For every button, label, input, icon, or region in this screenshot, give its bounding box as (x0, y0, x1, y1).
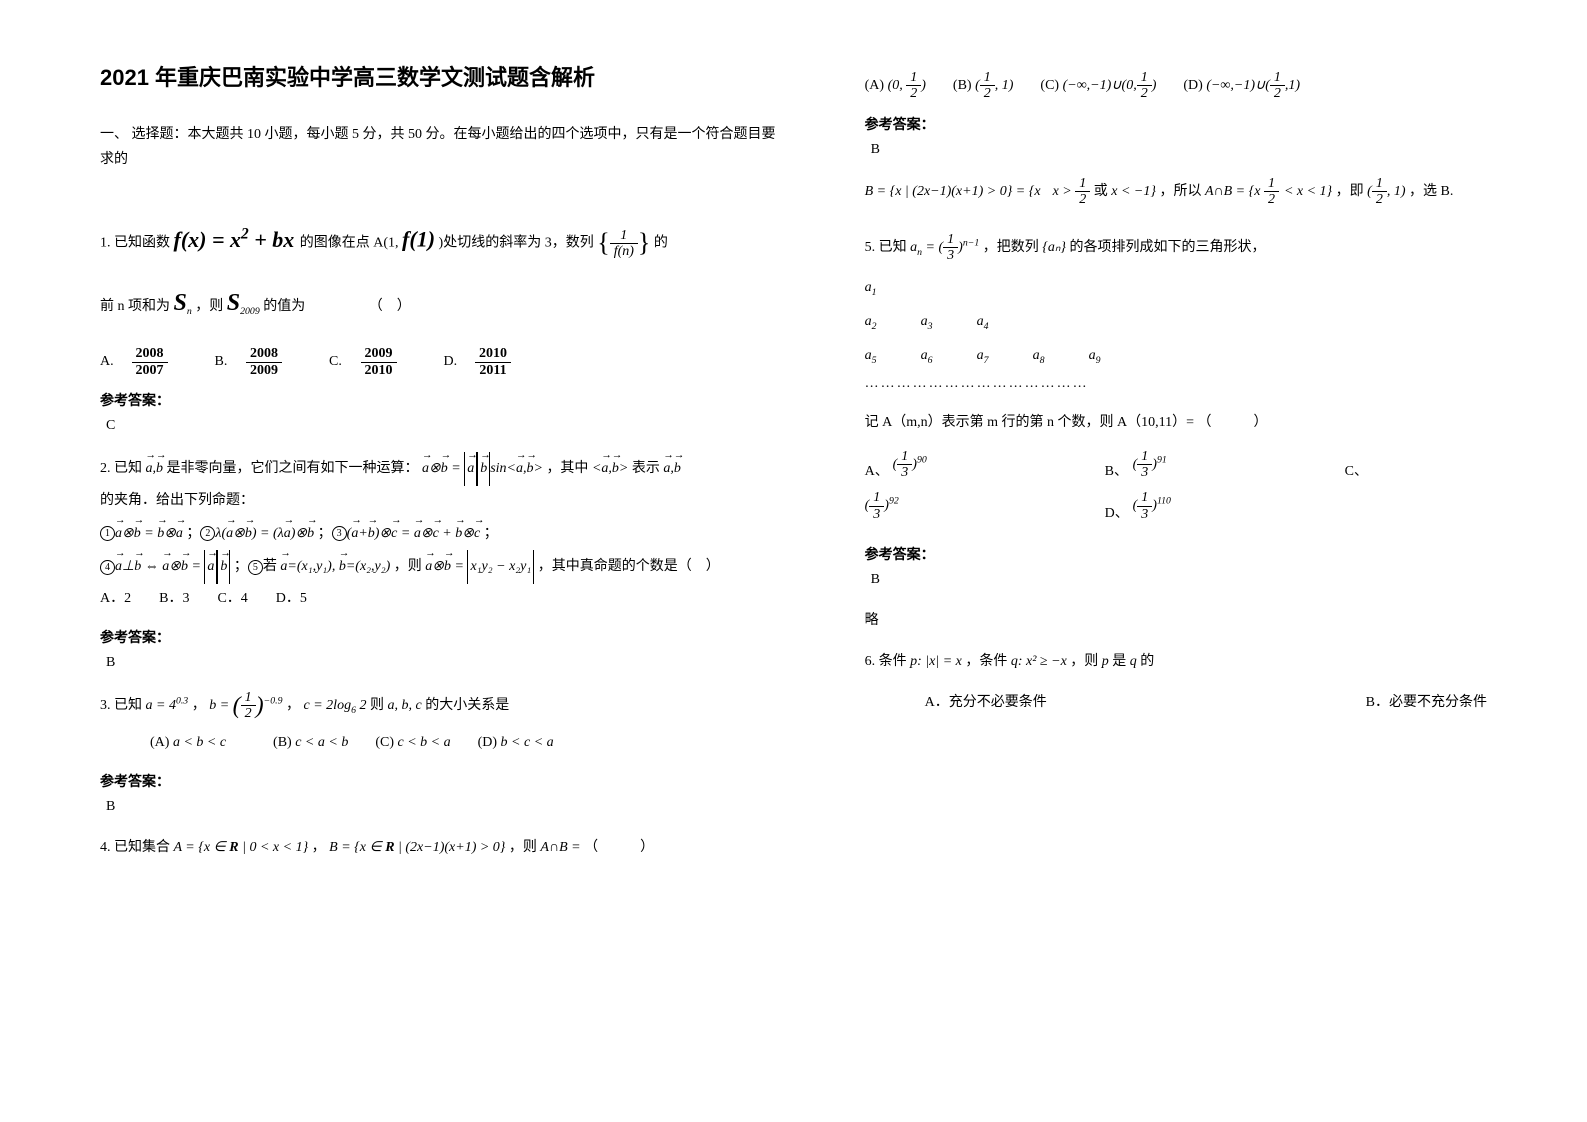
q1-stem-e: 前 n 项和为 (100, 299, 174, 314)
q3-chD: b < c < a (501, 735, 554, 750)
q6-stem-b: ，条件 (965, 654, 1007, 669)
q5-stem-b: ，把数列 (983, 240, 1039, 255)
q1-B-num: 2008 (250, 346, 278, 361)
q5-ans-label: 参考答案： (865, 544, 1487, 564)
q2-stem-a: 2. 已知 (100, 461, 142, 476)
q1-stem-c: )处切线的斜率为 3，数列 (439, 236, 598, 251)
q3-chC: c < b < a (398, 735, 451, 750)
q4-AcapB: A∩B = (540, 840, 580, 855)
q1-C-num: 2009 (365, 346, 393, 361)
q4-options: (A) (0, 12) (B) (12, 1) (C) (−∞,−1)∪(0,1… (865, 70, 1487, 102)
q3-bexp: −0.9 (264, 695, 283, 706)
q1-stem-b: 的图像在点 A(1, (300, 236, 402, 251)
q1-fx: f(x) = x2 + bx (174, 227, 300, 252)
q1-A-lbl: A. (100, 347, 128, 378)
q4-sol-d: ，即 (1336, 184, 1364, 199)
q3-bn: 1 (241, 690, 256, 706)
q2-stem-b: 是非零向量，它们之间有如下一种运算： (167, 461, 419, 476)
q3-ans-label: 参考答案： (100, 771, 785, 791)
q1-S2009: S (227, 290, 240, 316)
q5: 5. 已知 an = (13)n−1 ，把数列 {aₙ} 的各项排列成如下的三角… (865, 232, 1487, 264)
q6: 6. 条件 p: |x| = x ，条件 q: x² ≥ −x ，则 p 是 q… (865, 647, 1487, 678)
q4-paren: （ ） (584, 840, 654, 855)
q5-dots: …………………………………… (865, 376, 1487, 392)
q5-stem-d: 记 A（m,n）表示第 m 行的第 n 个数，则 A（10,11）= （ ） (865, 408, 1487, 439)
q2-choices: A．2 B．3 C．4 D．5 (100, 584, 785, 615)
q4-A: A = {x ∈ R | 0 < x < 1} (174, 840, 309, 855)
q5-stem-c: 的各项排列成如下的三角形状， (1070, 240, 1266, 255)
q3-bd: 2 (241, 706, 256, 721)
q3-chA: a < b < c (173, 735, 226, 750)
q6-chB: B．必要不充分条件 (1366, 688, 1487, 719)
q1-ans: C (106, 418, 785, 434)
q1-rbrace: } (638, 228, 650, 257)
q1-S2009-sub: 2009 (240, 306, 260, 317)
q6-stem-c: ，则 (1070, 654, 1098, 669)
q1-stem-g: 的值为 (263, 299, 305, 314)
q1-D-den: 2011 (479, 363, 506, 378)
q4-stem-b: ，则 (509, 840, 537, 855)
q3-stem-a: 3. 已知 (100, 698, 142, 713)
q5-ans: B (871, 572, 1487, 588)
q6-stem-a: 6. 条件 (865, 654, 907, 669)
q4: 4. 已知集合 A = {x ∈ R | 0 < x < 1} ， B = {x… (100, 833, 785, 864)
q2-ans-label: 参考答案： (100, 627, 785, 647)
q1-C-den: 2010 (365, 363, 393, 378)
q1-ans-label: 参考答案： (100, 390, 785, 410)
q1-stem-a: 1. 已知函数 (100, 236, 170, 251)
q3-chB: c < a < b (295, 735, 348, 750)
page-title: 2021 年重庆巴南实验中学高三数学文测试题含解析 (100, 60, 785, 92)
q4-ans: B (871, 142, 1487, 158)
q1-seq-num: 1 (610, 228, 638, 244)
q5-seq: {aₙ} (1042, 240, 1066, 255)
q5-choices: A、(13)90 B、(13)91 C、 (13)92 D、(13)110 (865, 449, 1487, 533)
q2-stem-c: ，其中 (546, 461, 588, 476)
q3-stem-c: 的大小关系是 (425, 698, 509, 713)
q2-ans: B (106, 655, 785, 671)
q1-stem-f: ，则 (195, 299, 227, 314)
q3: 3. 已知 a = 40.3 ， b = (12)−0.9 ， c = 2log… (100, 689, 785, 759)
q4-solution: B = {x | (2x−1)(x+1) > 0} = {x x > 12 或 … (865, 176, 1487, 208)
q1: 1. 已知函数 f(x) = x2 + bx 的图像在点 A(1, f(1) )… (100, 212, 785, 378)
q5-sol: 略 (865, 606, 1487, 637)
q1-D-num: 2010 (479, 346, 507, 361)
q4-stem-a: 4. 已知集合 (100, 840, 170, 855)
q6-choices: A．充分不必要条件 B．必要不充分条件 (865, 688, 1487, 719)
q5-stem-a: 5. 已知 (865, 240, 907, 255)
q5-row2: a2a3a4 (865, 308, 1487, 336)
q2-stem-e: 的夹角．给出下列命题： (100, 486, 785, 517)
q1-A-den: 2007 (136, 363, 164, 378)
q5-row3: a5a6a7a8a9 (865, 342, 1487, 370)
q6-chA: A．充分不必要条件 (925, 688, 1047, 719)
q4-sol-f: ，选 B. (1409, 184, 1453, 199)
q2-stem-d: 表示 (632, 461, 660, 476)
q3-stem-b: 则 (370, 698, 384, 713)
q2: 2. 已知 a,b 是非零向量，它们之间有如下一种运算： a⊗b = absin… (100, 452, 785, 614)
section-intro: 一、 选择题：本大题共 10 小题，每小题 5 分，共 50 分。在每小题给出的… (100, 122, 785, 172)
q1-C-lbl: C. (329, 347, 357, 378)
q1-seq-den: f(n) (610, 244, 638, 259)
q5-row1: a1 (865, 274, 1487, 302)
q1-Sn: S (174, 290, 187, 316)
q4-sol-b: ，所以 (1159, 184, 1205, 199)
q1-A-num: 2008 (136, 346, 164, 361)
q1-f1: f(1) (402, 227, 435, 252)
q4-ans-label: 参考答案： (865, 114, 1487, 134)
q1-stem-d: 的 (654, 236, 668, 251)
q1-lbrace: { (597, 228, 609, 257)
q1-Sn-sub: n (187, 306, 192, 317)
q3-abc: a, b, c (387, 698, 421, 713)
q1-B-den: 2009 (250, 363, 278, 378)
q2-tail: ，其中真命题的个数是（ ） (538, 559, 720, 574)
q3-ans: B (106, 799, 785, 815)
q1-B-lbl: B. (215, 347, 243, 378)
q4-B: B = {x ∈ R | (2x−1)(x+1) > 0} (329, 840, 505, 855)
q1-D-lbl: D. (444, 347, 472, 378)
